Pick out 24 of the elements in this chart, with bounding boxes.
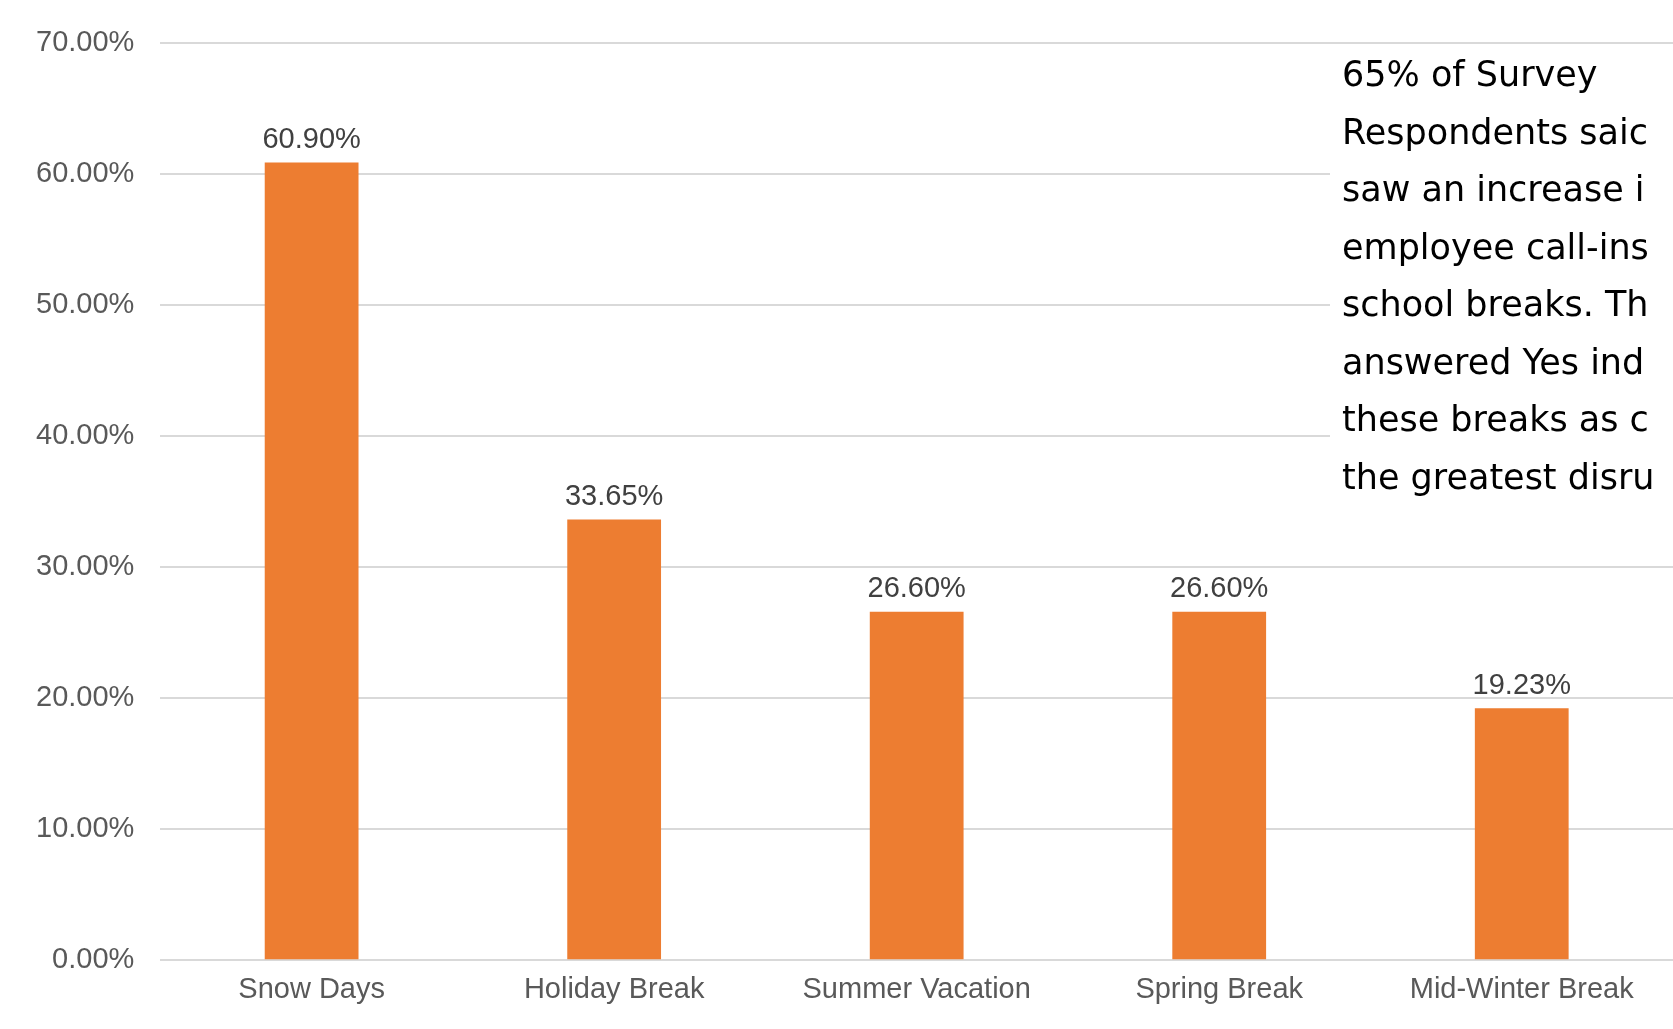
data-label: 26.60% — [867, 571, 966, 604]
y-tick-label: 20.00% — [36, 680, 135, 713]
y-tick-label: 40.00% — [36, 418, 135, 451]
y-tick-label: 30.00% — [36, 549, 135, 582]
y-tick-label: 50.00% — [36, 287, 135, 320]
data-label: 60.90% — [262, 122, 361, 155]
bar — [264, 162, 359, 960]
data-label: 33.65% — [564, 478, 664, 511]
y-tick-label: 0.00% — [52, 942, 135, 975]
bar — [1172, 611, 1267, 960]
x-tick-label: Snow Days — [238, 971, 385, 1004]
y-tick-label: 60.00% — [36, 156, 135, 189]
annotation: 65% of Survey Respondents saic saw an increase i employee call-ins school breaks. Th answered Yes ind these breaks as c the greatest disru — [1342, 53, 1656, 499]
bar — [567, 519, 662, 960]
y-tick-label: 70.00% — [36, 25, 135, 58]
x-tick-label: Holiday Break — [523, 971, 705, 1004]
y-tick-label: 10.00% — [36, 811, 135, 844]
x-tick-label: Mid-Winter Break — [1409, 971, 1635, 1004]
bar — [1474, 708, 1569, 960]
data-label: 26.60% — [1170, 571, 1269, 604]
x-tick-label: Spring Break — [1135, 971, 1304, 1004]
data-label: 19.23% — [1472, 667, 1571, 700]
bar — [869, 611, 964, 960]
x-tick-label: Summer Vacation — [802, 971, 1031, 1004]
